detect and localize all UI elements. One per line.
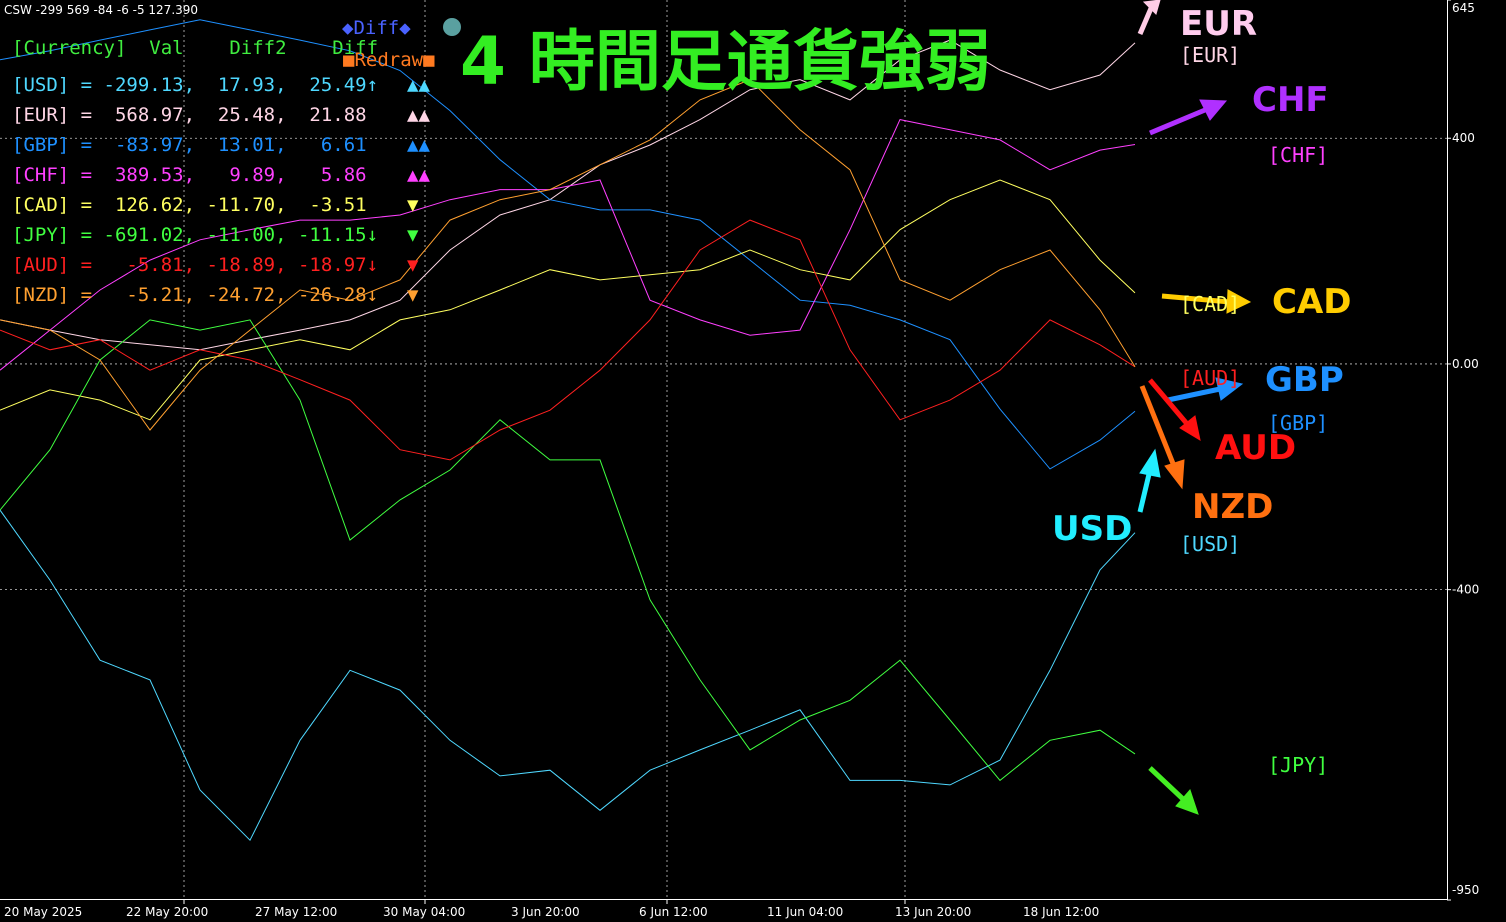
currency-tag: [CAD] xyxy=(1180,292,1240,316)
currency-tag: [AUD] xyxy=(1180,366,1240,390)
series-line xyxy=(0,79,1136,431)
y-tick-label: -950 xyxy=(1452,883,1479,897)
x-tick-label: 11 Jun 04:00 xyxy=(767,905,843,919)
chart-title: 4 時間足通貨強弱 xyxy=(460,23,991,100)
y-tick-label: 0.00 xyxy=(1452,357,1479,371)
signal: ▲▲ xyxy=(407,104,430,126)
currency-label: CHF xyxy=(1252,80,1329,120)
currency-tags: [EUR] [CHF] [CAD] [AUD] [GBP] [USD] [JPY] xyxy=(1180,43,1328,777)
table-row: [USD] = -299.13, 17.93, 25.49↑ xyxy=(12,74,378,96)
table-row: [CHF] = 389.53, 9.89, 5.86 xyxy=(12,164,378,186)
y-tick-label: 645 xyxy=(1452,1,1475,15)
arrows xyxy=(1137,0,1252,815)
currency-tag: [CHF] xyxy=(1268,143,1328,167)
signal: ▼ xyxy=(407,254,419,276)
currency-tag: [USD] xyxy=(1180,532,1240,556)
table-row: [NZD] = -5.21, -24.72, -26.28↓ xyxy=(12,284,378,306)
table-row: [JPY] = -691.02, -11.00, -11.15↓ xyxy=(12,224,378,246)
signal: ▲▲ xyxy=(407,74,430,96)
indicator-label: CSW -299 569 -84 -6 -5 127.390 xyxy=(4,3,198,17)
x-tick-label: 3 Jun 20:00 xyxy=(511,905,580,919)
table-row: [GBP] = -83.97, 13.01, 6.61 xyxy=(12,134,378,156)
x-tick-label: 6 Jun 12:00 xyxy=(639,905,708,919)
currency-tag: [GBP] xyxy=(1268,411,1328,435)
diff-toggle: ◆Diff◆ xyxy=(342,17,411,39)
currency-label: USD xyxy=(1052,509,1132,549)
y-tick-label: -400 xyxy=(1452,583,1479,597)
signal: ▼ xyxy=(407,284,419,306)
table-row: [CAD] = 126.62, -11.70, -3.51 xyxy=(12,194,378,216)
table-row: [AUD] = -5.81, -18.89, -18.97↓ xyxy=(12,254,378,276)
toggle-dot xyxy=(443,18,461,36)
currency-tag: [JPY] xyxy=(1268,753,1328,777)
x-tick-label: 22 May 20:00 xyxy=(126,905,208,919)
series-line xyxy=(0,119,1136,371)
series-line xyxy=(0,509,1136,842)
redraw-button[interactable]: ■Redraw■ xyxy=(343,49,435,71)
y-tick-label: 400 xyxy=(1452,131,1475,145)
currency-tag: [EUR] xyxy=(1180,43,1240,67)
series-line xyxy=(0,219,1136,461)
table: [Currency] Val Diff2 Diff [USD] = -299.13… xyxy=(12,37,430,306)
table-header: [Currency] Val Diff2 Diff xyxy=(12,37,378,59)
table-row: [EUR] = 568.97, 25.48, 21.88 xyxy=(12,104,378,126)
currency-label: NZD xyxy=(1192,487,1273,527)
series-line xyxy=(0,19,1136,470)
series-line xyxy=(0,179,1136,421)
currency-labels: USD EUR GBP CHF CAD AUD NZD xyxy=(1052,4,1352,549)
series-line xyxy=(0,39,1136,351)
signal: ▼ xyxy=(407,224,419,246)
lines xyxy=(0,19,1136,842)
currency-label: GBP xyxy=(1265,360,1344,400)
signal: ▲▲ xyxy=(407,134,430,156)
x-tick-label: 18 Jun 12:00 xyxy=(1023,905,1099,919)
currency-label: EUR xyxy=(1180,4,1257,44)
x-tick-label: 30 May 04:00 xyxy=(383,905,465,919)
x-tick-label: 13 Jun 20:00 xyxy=(895,905,971,919)
currency-label: AUD xyxy=(1215,428,1296,468)
signal: ▼ xyxy=(407,194,419,216)
signal: ▲▲ xyxy=(407,164,430,186)
series-line xyxy=(0,319,1136,782)
x-tick-label: 27 May 12:00 xyxy=(255,905,337,919)
x-tick-label: 20 May 2025 xyxy=(4,905,82,919)
currency-label: CAD xyxy=(1272,282,1352,322)
grid xyxy=(0,0,1447,900)
